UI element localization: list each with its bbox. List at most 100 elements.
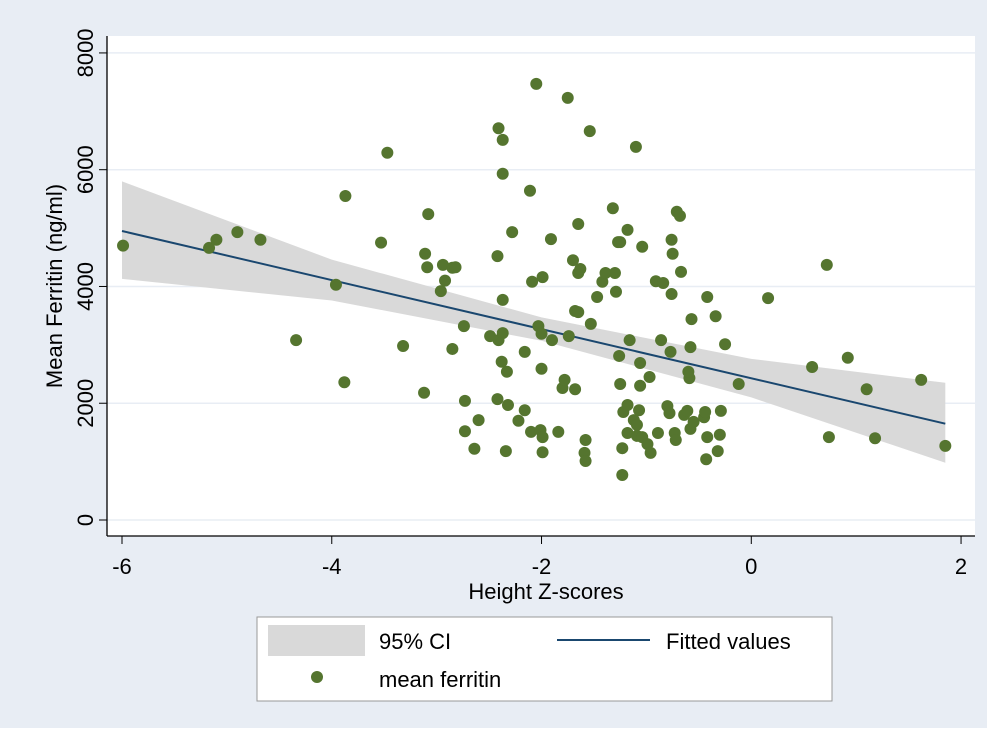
x-tick-label: -6: [112, 554, 132, 579]
data-point: [339, 189, 352, 202]
data-point: [623, 334, 636, 347]
data-point: [714, 404, 727, 417]
y-tick-label: 6000: [73, 145, 98, 194]
data-point: [530, 77, 543, 90]
data-point: [418, 386, 431, 399]
data-point: [614, 377, 627, 390]
data-point: [655, 334, 668, 347]
data-point: [436, 258, 449, 271]
data-point: [562, 330, 575, 343]
data-point: [422, 208, 435, 221]
data-point: [375, 236, 388, 249]
data-point: [701, 290, 714, 303]
data-point: [526, 275, 539, 288]
data-point: [496, 293, 509, 306]
data-point: [338, 376, 351, 389]
data-point: [117, 239, 130, 252]
data-point: [762, 292, 775, 305]
data-point: [609, 285, 622, 298]
data-point: [552, 425, 565, 438]
x-tick-label: -4: [322, 554, 342, 579]
data-point: [495, 355, 508, 368]
data-point: [496, 133, 509, 146]
legend-label: Fitted values: [666, 629, 791, 654]
y-axis-title: Mean Ferritin (ng/ml): [42, 184, 67, 388]
data-point: [621, 223, 634, 236]
data-point: [820, 258, 833, 271]
data-point: [643, 370, 656, 383]
data-point: [621, 398, 634, 411]
data-point: [675, 265, 688, 278]
data-point: [512, 414, 525, 427]
data-point: [719, 338, 732, 351]
data-point: [491, 393, 504, 406]
data-point: [561, 91, 574, 104]
data-point: [491, 250, 504, 263]
data-point: [492, 122, 505, 135]
data-point: [860, 383, 873, 396]
data-point: [621, 427, 634, 440]
data-point: [616, 442, 629, 455]
data-point: [630, 418, 643, 431]
data-point: [421, 261, 434, 274]
data-point: [606, 202, 619, 215]
data-point: [633, 404, 646, 417]
data-point: [496, 167, 509, 180]
y-tick-label: 0: [73, 514, 98, 526]
data-point: [457, 320, 470, 333]
data-point: [518, 404, 531, 417]
data-point: [665, 288, 678, 301]
data-point: [701, 431, 714, 444]
data-point: [468, 442, 481, 455]
data-point: [583, 125, 596, 138]
data-point: [397, 340, 410, 353]
y-tick-label: 4000: [73, 262, 98, 311]
data-point: [254, 233, 267, 246]
data-point: [506, 226, 519, 239]
data-point: [518, 345, 531, 358]
data-point: [434, 285, 447, 298]
data-point: [616, 469, 629, 482]
data-point: [458, 394, 471, 407]
data-point: [699, 405, 712, 418]
data-point: [669, 434, 682, 447]
data-point: [841, 351, 854, 364]
data-point: [446, 342, 459, 355]
data-point: [231, 226, 244, 239]
data-point: [472, 414, 485, 427]
data-point: [569, 383, 582, 396]
data-point: [614, 236, 627, 249]
data-point: [822, 431, 835, 444]
x-tick-label: 2: [955, 554, 967, 579]
data-point: [566, 254, 579, 267]
data-point: [290, 334, 303, 347]
y-tick-label: 8000: [73, 28, 98, 77]
data-point: [579, 434, 592, 447]
data-point: [634, 379, 647, 392]
data-point: [700, 453, 713, 466]
data-point: [523, 184, 536, 197]
data-point: [939, 439, 952, 452]
data-point: [665, 233, 678, 246]
data-point: [525, 425, 538, 438]
data-point: [536, 271, 549, 284]
legend-label: mean ferritin: [379, 667, 501, 692]
data-point: [574, 262, 587, 275]
data-point: [663, 407, 676, 420]
data-point: [915, 373, 928, 386]
x-tick-label: 0: [745, 554, 757, 579]
data-point: [501, 398, 514, 411]
data-point: [687, 415, 700, 428]
data-point: [500, 365, 513, 378]
data-point: [681, 404, 694, 417]
data-point: [732, 377, 745, 390]
data-point: [544, 233, 557, 246]
data-point: [536, 446, 549, 459]
data-point: [599, 267, 612, 280]
data-point: [536, 431, 549, 444]
data-point: [572, 306, 585, 319]
data-point: [613, 349, 626, 362]
ci-band: [121, 181, 946, 463]
data-point: [579, 455, 592, 468]
data-point: [711, 445, 724, 458]
